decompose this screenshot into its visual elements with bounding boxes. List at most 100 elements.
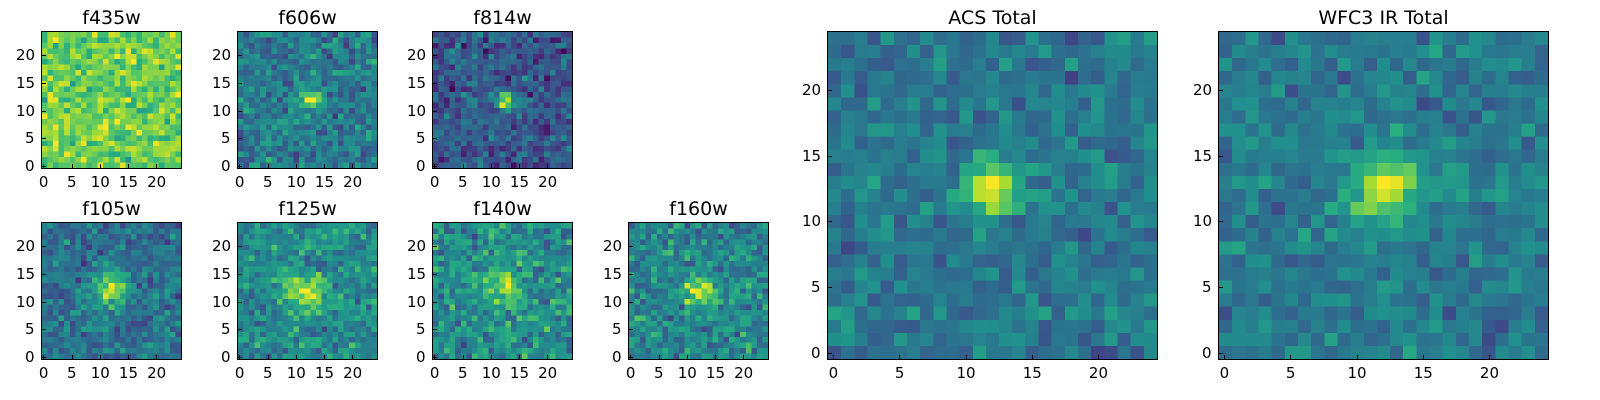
- y-tick-label: 15: [212, 264, 232, 283]
- heatmap-plot-area: [237, 31, 378, 169]
- heatmap-image: [238, 32, 377, 168]
- x-tick-label: 10: [286, 173, 306, 191]
- x-tick-label: 20: [343, 364, 363, 382]
- x-tick-mark: [833, 355, 835, 360]
- x-tick-mark: [267, 164, 269, 169]
- x-tick-mark: [490, 355, 492, 360]
- y-tick-mark: [827, 221, 832, 223]
- y-tick-mark: [237, 110, 242, 112]
- x-tick-label: 10: [90, 364, 110, 382]
- x-tick-mark: [743, 355, 745, 360]
- x-tick-label: 10: [481, 364, 501, 382]
- x-tick-label: 10: [481, 173, 501, 191]
- y-tick-mark: [237, 246, 242, 248]
- y-tick-mark: [237, 356, 242, 358]
- y-tick-label: 10: [16, 101, 36, 120]
- panel-title: WFC3 IR Total: [1318, 7, 1449, 29]
- panel-title: f125w: [278, 198, 337, 220]
- x-tick-label: 20: [538, 364, 558, 382]
- x-tick-label: 10: [956, 364, 976, 382]
- x-tick-mark: [518, 355, 520, 360]
- x-tick-label: 5: [263, 173, 273, 191]
- y-tick-label: 10: [603, 292, 623, 311]
- y-tick-label: 0: [416, 347, 426, 366]
- y-tick-label: 10: [16, 292, 36, 311]
- y-tick-label: 10: [212, 292, 232, 311]
- x-tick-label: 5: [67, 173, 77, 191]
- y-tick-mark: [628, 246, 633, 248]
- x-tick-label: 5: [1285, 364, 1296, 382]
- y-tick-label: 0: [1202, 343, 1212, 362]
- x-tick-label: 0: [429, 364, 440, 382]
- x-tick-mark: [71, 164, 73, 169]
- y-tick-mark: [237, 55, 242, 57]
- y-tick-mark: [1218, 155, 1223, 157]
- x-tick-mark: [99, 355, 101, 360]
- y-tick-mark: [432, 246, 437, 248]
- x-tick-label: 5: [67, 364, 77, 382]
- heatmap-plot-area: [41, 31, 182, 169]
- y-tick-mark: [628, 356, 633, 358]
- x-tick-mark: [1290, 355, 1292, 360]
- y-tick-label: 5: [416, 320, 426, 339]
- y-tick-label: 5: [221, 320, 231, 339]
- panel-title: f435w: [82, 7, 141, 29]
- x-tick-label: 0: [234, 173, 245, 191]
- y-tick-mark: [432, 301, 437, 303]
- y-tick-mark: [628, 329, 633, 331]
- x-tick-mark: [490, 164, 492, 169]
- heatmap-plot-area: [432, 222, 573, 360]
- y-tick-label: 0: [612, 347, 622, 366]
- heatmap-image: [828, 32, 1157, 359]
- y-tick-mark: [41, 301, 46, 303]
- x-tick-label: 15: [1413, 364, 1433, 382]
- x-tick-mark: [1031, 355, 1033, 360]
- x-tick-mark: [1422, 355, 1424, 360]
- y-tick-label: 20: [212, 46, 232, 65]
- y-tick-label: 5: [811, 278, 821, 297]
- x-tick-mark: [323, 355, 325, 360]
- y-tick-mark: [237, 301, 242, 303]
- y-tick-label: 10: [407, 101, 427, 120]
- y-tick-mark: [237, 329, 242, 331]
- y-tick-mark: [628, 273, 633, 275]
- x-tick-label: 0: [38, 173, 49, 191]
- y-tick-label: 0: [221, 347, 231, 366]
- x-tick-label: 15: [314, 173, 334, 191]
- x-tick-mark: [1097, 355, 1099, 360]
- y-tick-label: 5: [612, 320, 622, 339]
- y-tick-mark: [432, 273, 437, 275]
- y-tick-mark: [432, 329, 437, 331]
- x-tick-mark: [547, 355, 549, 360]
- y-tick-label: 20: [802, 80, 822, 99]
- heatmap-image: [433, 223, 572, 359]
- x-tick-label: 0: [625, 364, 636, 382]
- x-tick-mark: [462, 164, 464, 169]
- y-tick-label: 0: [25, 156, 35, 175]
- x-tick-label: 15: [1022, 364, 1042, 382]
- heatmap-image: [42, 32, 181, 168]
- x-tick-label: 20: [343, 173, 363, 191]
- y-tick-mark: [41, 55, 46, 57]
- x-tick-label: 15: [314, 364, 334, 382]
- x-tick-label: 0: [38, 364, 49, 382]
- y-tick-label: 5: [25, 320, 35, 339]
- y-tick-label: 20: [603, 237, 623, 256]
- y-tick-mark: [827, 287, 832, 289]
- x-tick-label: 10: [286, 364, 306, 382]
- x-tick-mark: [323, 164, 325, 169]
- x-tick-label: 20: [1088, 364, 1108, 382]
- x-tick-mark: [462, 355, 464, 360]
- x-tick-label: 15: [509, 173, 529, 191]
- x-tick-mark: [547, 164, 549, 169]
- x-tick-label: 5: [654, 364, 664, 382]
- heatmap-plot-area: [237, 222, 378, 360]
- y-tick-mark: [827, 352, 832, 354]
- x-tick-mark: [518, 164, 520, 169]
- y-tick-mark: [432, 110, 437, 112]
- x-tick-mark: [1356, 355, 1358, 360]
- y-tick-label: 0: [221, 156, 231, 175]
- panel-title: ACS Total: [948, 7, 1037, 29]
- heatmap-plot-area: [41, 222, 182, 360]
